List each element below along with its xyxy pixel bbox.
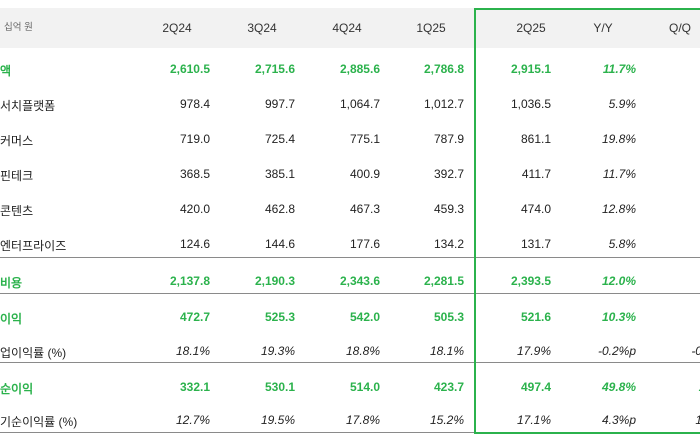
table-cell: 997.7 <box>264 97 295 111</box>
table-cell: 2,281.5 <box>423 274 464 288</box>
table-cell: 497.4 <box>520 380 551 394</box>
table-cell: 12.0% <box>601 274 636 288</box>
table-cell: 462.8 <box>264 202 295 216</box>
table-cell: 2,610.5 <box>169 62 210 76</box>
table-cell: 2,715.6 <box>254 62 295 76</box>
highlight-box <box>474 8 700 434</box>
table-cell: 2,393.5 <box>510 274 551 288</box>
table-cell: 385.1 <box>264 167 295 181</box>
column-header: 2Q24 <box>162 21 192 35</box>
row-label: 이익 <box>0 312 23 326</box>
table-cell: 2,786.8 <box>423 62 464 76</box>
table-cell: 725.4 <box>264 132 295 146</box>
table-cell: 472.7 <box>179 310 210 324</box>
table-cell: 177.6 <box>349 237 380 251</box>
table-cell: 505.3 <box>433 310 464 324</box>
table-cell: 400.9 <box>349 167 380 181</box>
column-header: Q/Q <box>668 21 691 35</box>
table-cell: 11.7% <box>602 62 636 76</box>
row-divider <box>0 293 700 294</box>
table-cell: 525.3 <box>264 310 295 324</box>
table-cell: 542.0 <box>349 310 380 324</box>
table-cell: 2,915.1 <box>510 62 551 76</box>
table-cell: 4.3%p <box>601 413 636 427</box>
table-cell: 18.1% <box>175 344 210 358</box>
table-cell: 19.3% <box>260 344 295 358</box>
table-cell: 17.8% <box>345 413 380 427</box>
table-cell: 18.1% <box>429 344 464 358</box>
table-bottom-rule <box>0 432 700 433</box>
row-label: 콘텐츠 <box>0 204 34 218</box>
row-label: 비용 <box>0 276 23 290</box>
table-cell: 530.1 <box>264 380 295 394</box>
column-header: Y/Y <box>593 21 613 35</box>
table-cell: 5.9% <box>608 97 636 111</box>
table-cell: 19.8% <box>601 132 636 146</box>
table-cell: 787.9 <box>433 132 464 146</box>
table-cell: 19.5% <box>260 413 295 427</box>
row-label: 업이익률 (%) <box>0 346 67 360</box>
table-cell: 978.4 <box>179 97 210 111</box>
row-label: 커머스 <box>0 134 34 148</box>
row-label: 액 <box>0 64 12 78</box>
table-cell: 5.8% <box>608 237 636 251</box>
table-cell: 49.8% <box>601 380 636 394</box>
table-cell: 2,885.6 <box>339 62 380 76</box>
table-header: 십억 원 2Q24 3Q24 4Q24 1Q25 2Q25 Y/Y Q/Q <box>0 8 700 48</box>
table-cell: 2,137.8 <box>169 274 210 288</box>
row-label: 핀테크 <box>0 169 34 183</box>
table-cell: 420.0 <box>179 202 210 216</box>
table-cell: 474.0 <box>520 202 551 216</box>
table-cell: 12.8% <box>601 202 636 216</box>
unit-label: 십억 원 <box>4 22 33 33</box>
table-cell: 131.7 <box>520 237 551 251</box>
table-cell: 2,343.6 <box>339 274 380 288</box>
table-cell: 392.7 <box>433 167 464 181</box>
column-header: 2Q25 <box>516 21 546 35</box>
table-cell: 1,012.7 <box>423 97 464 111</box>
table-cell: -0.2%p <box>597 344 636 358</box>
table-cell: 10.3% <box>601 310 636 324</box>
table-cell: 134.2 <box>433 237 464 251</box>
table-cell: 11.7% <box>602 167 636 181</box>
table-cell: 2,190.3 <box>254 274 295 288</box>
row-label: 엔터프라이즈 <box>0 239 67 253</box>
row-label: 서치플랫폼 <box>0 99 56 113</box>
row-divider <box>0 362 700 363</box>
table-cell: 411.7 <box>521 167 551 181</box>
table-cell: 1,064.7 <box>339 97 380 111</box>
table-cell: 521.6 <box>520 310 551 324</box>
table-cell: 17.1% <box>516 413 551 427</box>
table-cell: 12.7% <box>175 413 210 427</box>
table-cell: 17.9% <box>516 344 551 358</box>
table-cell: 423.7 <box>433 380 464 394</box>
table-cell: 1,036.5 <box>510 97 551 111</box>
table-cell: 368.5 <box>179 167 210 181</box>
column-header: 1Q25 <box>416 21 446 35</box>
table-cell: 514.0 <box>349 380 380 394</box>
table-cell: 15.2% <box>429 413 464 427</box>
table-cell: 459.3 <box>433 202 464 216</box>
table-cell: 332.1 <box>179 380 210 394</box>
table-cell: 719.0 <box>179 132 210 146</box>
column-header: 4Q24 <box>332 21 362 35</box>
table-cell: 17 <box>632 380 700 394</box>
row-divider <box>0 257 700 258</box>
table-cell: 861.1 <box>520 132 551 146</box>
table-cell: 144.6 <box>264 237 295 251</box>
row-label: 기순이익률 (%) <box>0 415 78 429</box>
table-cell: -0.2 <box>691 344 700 358</box>
table-cell: 18.8% <box>345 344 380 358</box>
row-label: 순이익 <box>0 382 34 396</box>
table-cell: 124.6 <box>179 237 210 251</box>
table-cell: 1.9 <box>632 413 700 427</box>
column-header: 3Q24 <box>247 21 277 35</box>
table-cell: 467.3 <box>349 202 380 216</box>
table-cell: 775.1 <box>349 132 380 146</box>
